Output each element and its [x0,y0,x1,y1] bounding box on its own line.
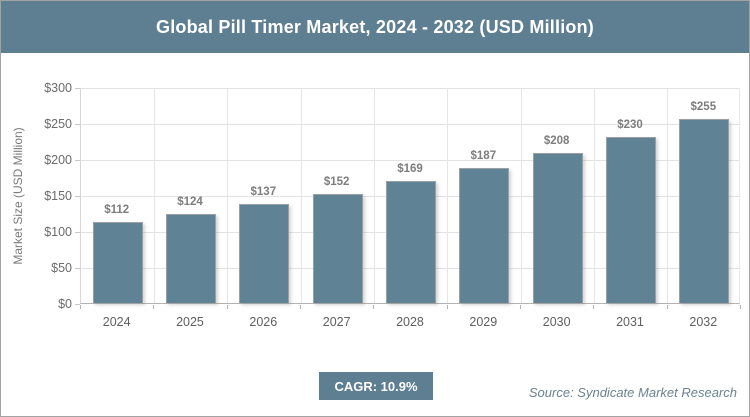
y-gridline [81,87,739,89]
bar-value-label: $112 [104,204,130,217]
y-axis-tick-label: $200 [44,153,72,167]
x-axis-tick [740,305,741,309]
x-gridline [153,88,155,303]
x-gridline [520,88,522,303]
x-gridline [447,88,449,303]
x-axis-category-label: 2025 [176,315,204,329]
bar [679,119,730,303]
bar-value-label: $230 [617,119,643,132]
y-axis-tick [75,124,80,125]
y-axis-tick-label: $150 [44,189,72,203]
x-gridline [593,88,595,303]
bar-value-label: $137 [250,186,277,199]
bar [606,137,656,303]
x-axis-category-label: 2027 [322,315,351,329]
bar [312,193,363,303]
x-axis-tick [153,305,155,309]
plot-area [80,87,740,304]
y-axis-tick-label: $0 [58,297,72,311]
y-axis-tick [75,268,80,269]
x-axis-category-label: 2030 [542,315,571,329]
y-axis-tick-label: $50 [51,261,72,275]
y-axis-tick-label: $100 [44,225,72,239]
bar-value-label: $255 [690,101,717,114]
x-axis-tick [80,305,81,309]
page-title: Global Pill Timer Market, 2024 - 2032 (U… [156,16,594,37]
bar-value-label: $152 [323,175,350,188]
x-gridline [300,88,302,303]
y-axis-tick [75,88,80,89]
x-axis-tick [446,305,448,309]
x-axis-tick [520,305,521,309]
x-axis-category-label: 2028 [396,315,424,329]
bar [459,168,510,303]
bar [92,222,143,303]
bar [532,153,583,303]
y-axis-tick [75,160,80,161]
x-axis-category-label: 2031 [616,315,644,329]
x-axis-category-label: 2024 [102,315,131,329]
x-axis-category-label: 2026 [249,315,278,329]
y-axis-tick [75,304,80,305]
bar-value-label: $169 [397,163,423,176]
bar-value-label: $187 [470,150,497,163]
bar [166,213,216,303]
y-axis-tick [75,232,80,233]
y-gridline [81,123,739,125]
x-gridline [373,88,375,303]
bar-value-label: $124 [177,195,203,208]
source-text: Source: Syndicate Market Research [528,385,737,400]
x-axis-tick [373,305,375,309]
x-gridline [227,88,229,303]
x-gridline [667,88,669,303]
y-axis-tick-label: $300 [44,81,72,95]
y-axis-tick-label: $250 [44,117,72,131]
y-gridline [81,159,739,161]
x-axis-tick [593,305,595,309]
x-axis-category-label: 2029 [469,315,498,329]
x-axis-tick [226,305,228,309]
bar [386,181,436,303]
x-axis-category-label: 2032 [689,315,718,329]
y-axis-tick [75,196,80,197]
x-axis-tick [300,305,301,309]
cagr-badge: CAGR: 10.9% [319,372,433,400]
x-axis-tick [666,305,668,309]
bar-value-label: $208 [543,135,570,148]
bar [239,204,290,303]
chart-title-bar: Global Pill Timer Market, 2024 - 2032 (U… [1,1,749,53]
